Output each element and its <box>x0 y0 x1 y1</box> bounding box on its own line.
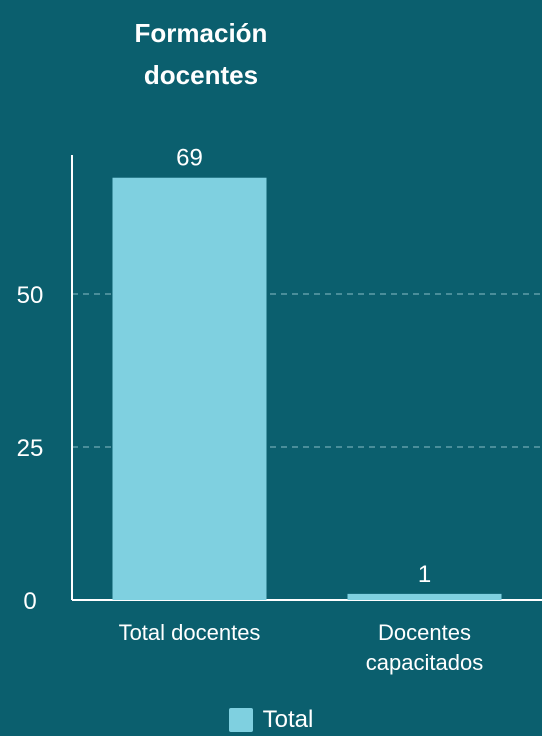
data-label: 69 <box>176 145 203 172</box>
x-tick-label: capacitados <box>366 650 483 675</box>
bar-2[interactable] <box>347 593 502 600</box>
x-tick-label: Total docentes <box>119 620 261 645</box>
y-tick-label: 50 <box>17 282 44 309</box>
x-tick-label: Docentes <box>378 620 471 645</box>
chart-title: Formación docentes <box>134 18 268 90</box>
bar-1[interactable] <box>112 177 267 600</box>
y-tick-label: 25 <box>17 435 44 462</box>
y-tick-label: 0 <box>23 588 36 615</box>
legend-swatch-total <box>228 708 253 732</box>
chart-legend[interactable]: Total <box>0 706 542 734</box>
legend-label-total: Total <box>262 706 314 733</box>
data-label: 1 <box>418 561 431 588</box>
